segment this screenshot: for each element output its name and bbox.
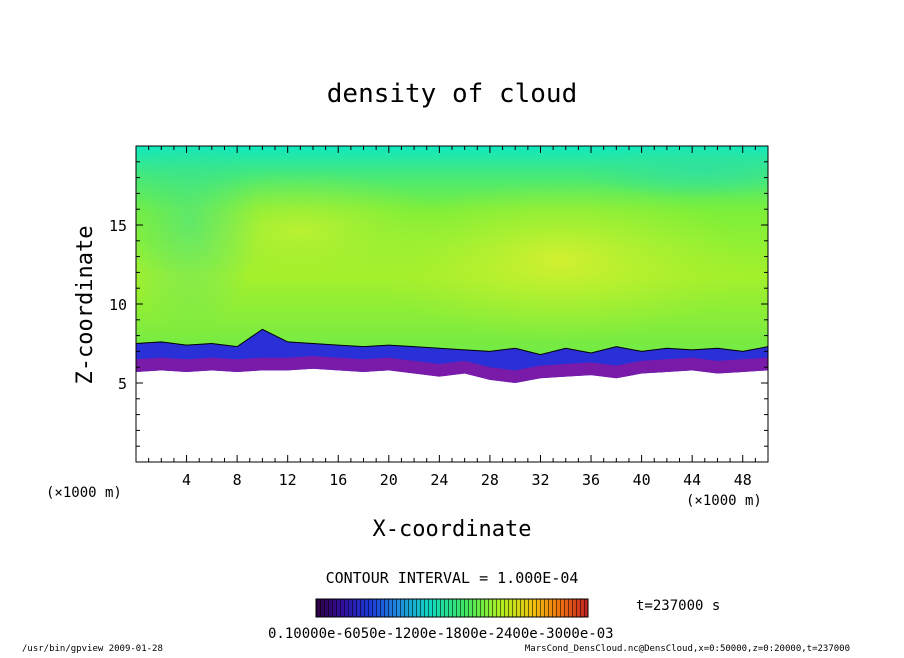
chart-title: density of cloud	[327, 79, 577, 109]
y-tick-label: 15	[109, 217, 127, 235]
x-tick-label: 44	[683, 471, 701, 489]
colorbar-hatch	[316, 599, 588, 617]
x-tick-label: 48	[734, 471, 752, 489]
x-tick-label: 24	[430, 471, 448, 489]
time-label: t=237000 s	[636, 598, 720, 614]
contour-interval-label: CONTOUR INTERVAL = 1.000E-04	[326, 569, 579, 587]
x-tick-label: 40	[633, 471, 651, 489]
footer-left: /usr/bin/gpview 2009-01-28	[22, 644, 163, 654]
x-tick-label: 20	[380, 471, 398, 489]
heatmap-field	[136, 146, 768, 383]
x-axis: 4 8 12 16 20 24 28 32 36 40 44 48	[135, 146, 769, 489]
y-tick-label: 10	[109, 296, 127, 314]
heatmap-cool-swirl	[580, 146, 768, 198]
x-tick-label: 32	[531, 471, 549, 489]
heatmap-cool-swirl	[136, 146, 260, 330]
x-tick-label: 8	[233, 471, 242, 489]
cloud-base-purple	[136, 356, 768, 383]
y-axis-title: Z-coordinate	[73, 226, 98, 385]
heatmap-warm-region	[370, 180, 750, 340]
y-axis: 5 10 15	[109, 145, 768, 463]
x-unit-right: (×1000 m)	[686, 493, 762, 509]
x-tick-label: 36	[582, 471, 600, 489]
y-tick-label: 5	[118, 375, 127, 393]
x-tick-label: 4	[182, 471, 191, 489]
colorbar-tick-labels: 0.10000e-6050e-1200e-1800e-2400e-3000e-0…	[268, 626, 614, 642]
footer-right: MarsCond_DensCloud.nc@DensCloud,x=0:5000…	[525, 644, 850, 654]
contour-line	[136, 328, 768, 356]
x-axis-title: X-coordinate	[373, 517, 532, 542]
x-tick-label: 12	[279, 471, 297, 489]
x-tick-label: 28	[481, 471, 499, 489]
x-tick-label: 16	[329, 471, 347, 489]
x-unit-left: (×1000 m)	[46, 485, 122, 501]
